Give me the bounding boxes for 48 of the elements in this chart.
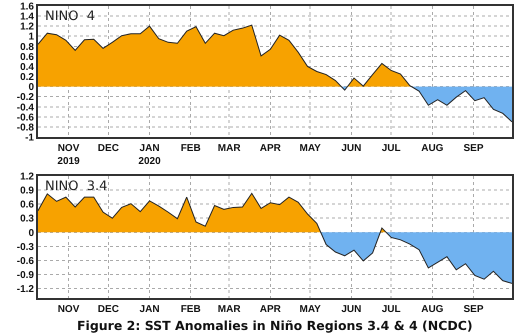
x-tick-label: JUN	[341, 304, 362, 315]
chart-title: NINO 3.4	[45, 179, 108, 194]
y-tick-label: 0.9	[20, 186, 34, 197]
y-tick-label: -0.3	[16, 242, 34, 253]
y-tick-label: -1	[25, 132, 34, 144]
y-tick-label: -0.6	[16, 256, 34, 267]
x-tick-label: DEC	[98, 304, 119, 315]
y-tick-label: -0.2	[16, 92, 34, 104]
x-tick-label: MAR	[218, 143, 242, 154]
x-tick-label: SEP	[463, 304, 484, 315]
x-tick-label: JUL	[382, 304, 401, 315]
y-tick-label: -0.4	[16, 102, 34, 114]
y-tick-label: -0.6	[16, 112, 34, 124]
y-tick-label: 0.8	[20, 42, 34, 53]
x-tick-label: AUG	[421, 143, 444, 154]
y-tick-label: 0.4	[20, 62, 34, 73]
y-tick-label: -1.2	[16, 284, 34, 296]
y-tick-label: 0.3	[20, 214, 34, 225]
y-tick-label: 0	[28, 228, 34, 239]
y-tick-label: 1.2	[20, 172, 34, 182]
x-tick-label: AUG	[421, 304, 444, 315]
x-tick-label: SEP	[463, 143, 484, 154]
x-tick-label: MAY	[300, 304, 322, 315]
x-tick-label: MAY	[300, 143, 322, 154]
x-tick-label: FEB	[180, 143, 201, 154]
y-tick-label: -0.8	[16, 122, 34, 134]
x-tick-label: NOV 2019	[57, 143, 80, 167]
y-tick-label: 1.2	[20, 22, 34, 33]
y-tick-label: 0.6	[20, 200, 34, 211]
y-tick-label: 1.4	[20, 12, 34, 23]
y-tick-label: -0.9	[16, 270, 34, 282]
caption: Figure 2: SST Anomalies in Niño Regions 3.4 & 4 (NCDC)	[77, 318, 473, 333]
x-tick-label: JUN	[341, 143, 362, 154]
chart-title: NINO 4	[45, 9, 96, 24]
y-tick-label: 0.6	[20, 52, 34, 63]
x-tick-label: JAN	[140, 304, 160, 315]
x-tick-label: MAR	[218, 304, 242, 315]
x-tick-label: APR	[260, 143, 282, 154]
x-tick-label: JUL	[382, 143, 401, 154]
y-tick-label: 0.2	[20, 72, 34, 84]
y-tick-label: 1.6	[20, 2, 34, 12]
x-tick-label: APR	[260, 304, 282, 315]
x-tick-label: FEB	[180, 304, 201, 315]
x-tick-label: JAN 2020	[138, 143, 162, 167]
x-tick-label: DEC	[98, 143, 119, 154]
y-tick-label: 1	[28, 32, 34, 43]
y-tick-label: 0	[28, 82, 34, 94]
x-tick-label: NOV	[58, 304, 80, 315]
